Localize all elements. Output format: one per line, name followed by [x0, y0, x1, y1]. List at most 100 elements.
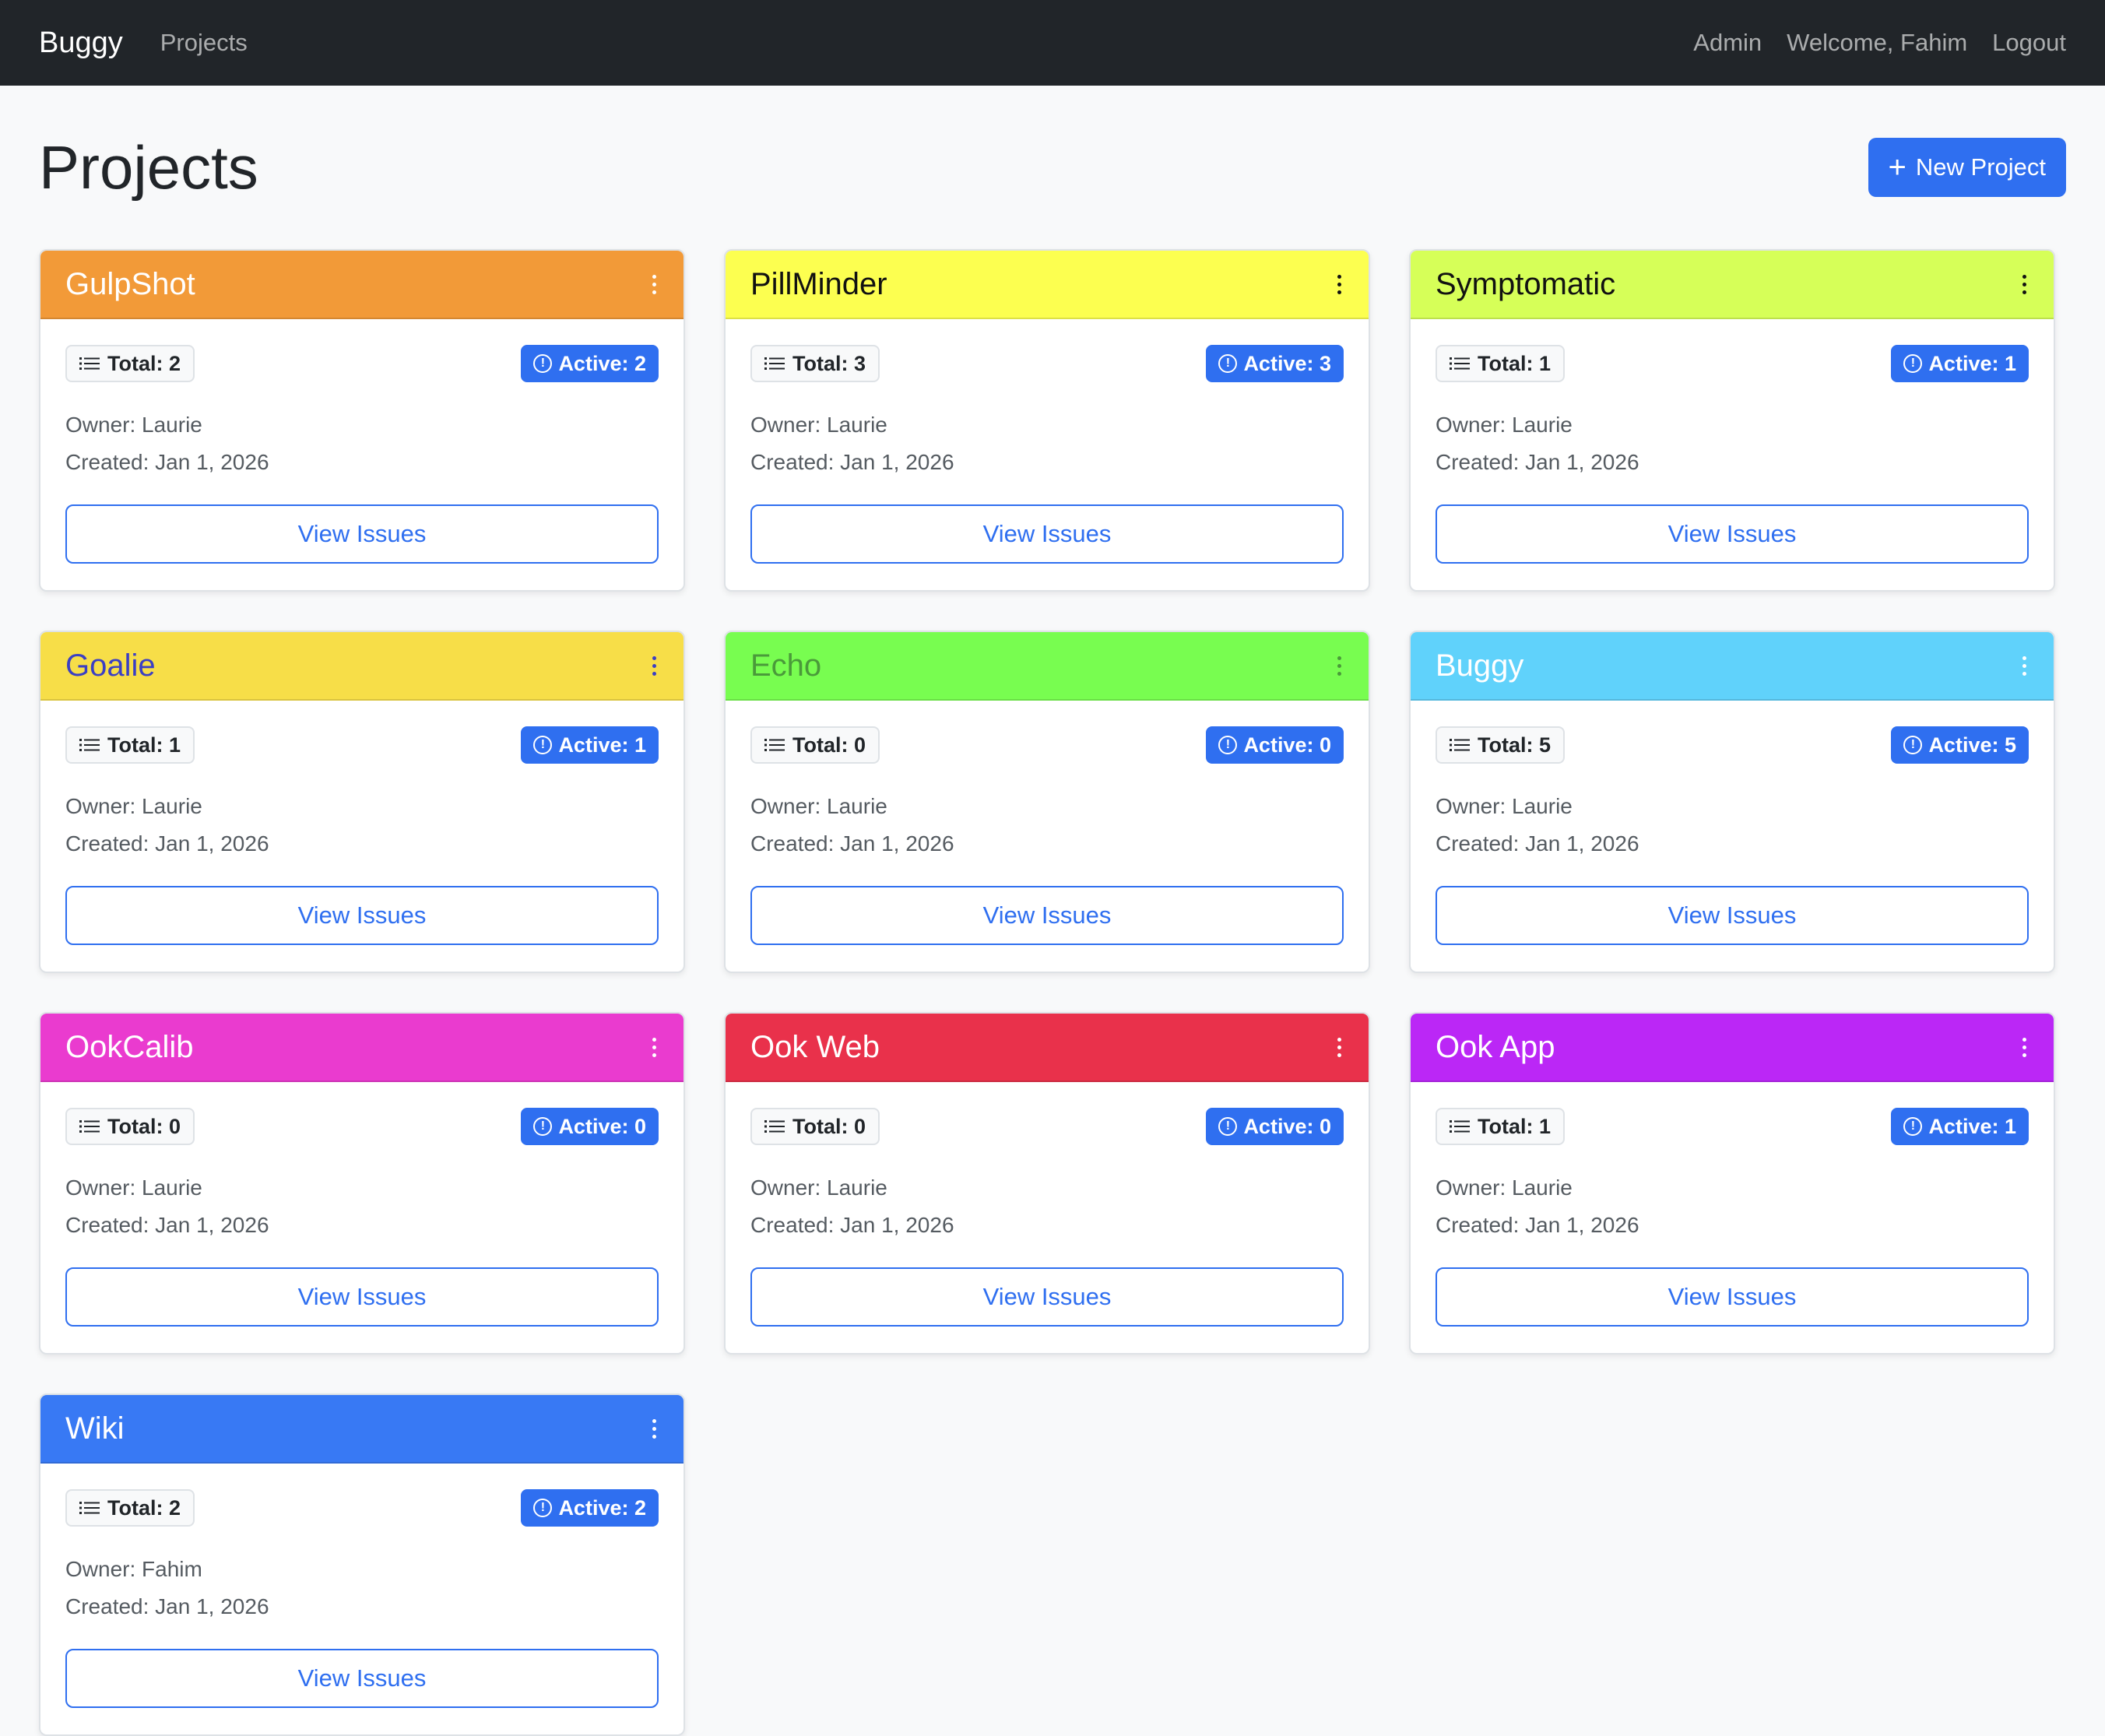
project-name[interactable]: Echo	[750, 648, 822, 683]
nav-admin-link[interactable]: Admin	[1693, 29, 1762, 56]
total-issues-text: Total: 0	[792, 1114, 866, 1138]
project-name[interactable]: Ook App	[1436, 1029, 1555, 1064]
nav-logout-link[interactable]: Logout	[1992, 29, 2066, 56]
project-created: Created: Jan 1, 2026	[750, 450, 954, 474]
project-badges: Total: 3 ! Active: 3	[750, 344, 1344, 383]
view-issues-button[interactable]: View Issues	[1436, 886, 2029, 945]
project-card-header: OokCalib	[40, 1014, 684, 1082]
project-name[interactable]: Buggy	[1436, 648, 1524, 683]
project-name[interactable]: GulpShot	[65, 266, 195, 301]
nav-welcome-link[interactable]: Welcome, Fahim	[1787, 29, 1968, 56]
project-owner: Owner: Laurie	[65, 413, 202, 437]
project-created: Created: Jan 1, 2026	[65, 831, 269, 856]
project-meta: Owner: Laurie Created: Jan 1, 2026	[1436, 788, 2029, 863]
exclamation-circle-icon: !	[1218, 736, 1238, 754]
total-issues-badge: Total: 0	[750, 1108, 880, 1145]
exclamation-circle-icon: !	[1903, 354, 1923, 373]
project-meta: Owner: Laurie Created: Jan 1, 2026	[65, 1169, 659, 1244]
active-issues-badge: ! Active: 0	[1206, 726, 1344, 764]
list-icon	[764, 1120, 785, 1133]
project-card-body: Total: 2 ! Active: 2 Owner: Fahim Create…	[40, 1464, 684, 1733]
project-created: Created: Jan 1, 2026	[65, 1594, 269, 1618]
active-issues-badge: ! Active: 5	[1891, 726, 2029, 764]
three-dots-vertical-icon[interactable]	[649, 274, 659, 294]
project-card-body: Total: 0 ! Active: 0 Owner: Laurie Creat…	[40, 1082, 684, 1351]
view-issues-button[interactable]: View Issues	[65, 1649, 659, 1708]
project-card: Ook Web Total: 0 !	[724, 1012, 1370, 1355]
three-dots-vertical-icon[interactable]	[649, 1418, 659, 1439]
project-owner: Owner: Laurie	[750, 413, 887, 437]
project-created: Created: Jan 1, 2026	[750, 831, 954, 856]
total-issues-text: Total: 1	[1478, 351, 1551, 375]
exclamation-circle-icon: !	[1218, 1117, 1238, 1136]
three-dots-vertical-icon[interactable]	[1334, 274, 1344, 294]
plus-icon: +	[1888, 150, 1906, 184]
project-name[interactable]: PillMinder	[750, 266, 887, 301]
project-name[interactable]: OokCalib	[65, 1029, 194, 1064]
page-header: Projects + New Project	[39, 86, 2066, 249]
project-card: OokCalib Total: 0 !	[39, 1012, 685, 1355]
exclamation-circle-icon: !	[1903, 1117, 1923, 1136]
active-issues-text: Active: 5	[1928, 733, 2016, 757]
project-grid: GulpShot Total: 2 !	[39, 249, 2066, 1736]
project-badges: Total: 1 ! Active: 1	[1436, 1107, 2029, 1146]
project-owner: Owner: Laurie	[65, 1175, 202, 1200]
view-issues-button[interactable]: View Issues	[750, 1267, 1344, 1327]
list-icon	[1450, 1120, 1470, 1133]
view-issues-button[interactable]: View Issues	[65, 1267, 659, 1327]
project-badges: Total: 0 ! Active: 0	[65, 1107, 659, 1146]
new-project-button[interactable]: + New Project	[1868, 138, 2066, 197]
three-dots-vertical-icon[interactable]	[1334, 655, 1344, 676]
three-dots-vertical-icon[interactable]	[1334, 1037, 1344, 1057]
top-navbar: Buggy Projects Admin Welcome, Fahim Logo…	[0, 0, 2105, 86]
navbar-left: Buggy Projects	[39, 26, 248, 60]
brand-link[interactable]: Buggy	[39, 26, 123, 59]
exclamation-circle-icon: !	[533, 736, 553, 754]
project-meta: Owner: Fahim Created: Jan 1, 2026	[65, 1551, 659, 1625]
three-dots-vertical-icon[interactable]	[2019, 655, 2029, 676]
project-card-body: Total: 1 ! Active: 1 Owner: Laurie Creat…	[1411, 319, 2054, 589]
project-badges: Total: 5 ! Active: 5	[1436, 726, 2029, 764]
project-meta: Owner: Laurie Created: Jan 1, 2026	[65, 406, 659, 481]
project-card-body: Total: 5 ! Active: 5 Owner: Laurie Creat…	[1411, 701, 2054, 970]
project-owner: Owner: Laurie	[750, 1175, 887, 1200]
three-dots-vertical-icon[interactable]	[2019, 274, 2029, 294]
project-meta: Owner: Laurie Created: Jan 1, 2026	[750, 1169, 1344, 1244]
active-issues-text: Active: 1	[558, 733, 646, 757]
project-name[interactable]: Goalie	[65, 648, 156, 683]
view-issues-button[interactable]: View Issues	[1436, 504, 2029, 564]
total-issues-text: Total: 1	[107, 733, 181, 757]
view-issues-button[interactable]: View Issues	[65, 504, 659, 564]
project-card-body: Total: 1 ! Active: 1 Owner: Laurie Creat…	[40, 701, 684, 970]
project-created: Created: Jan 1, 2026	[1436, 450, 1639, 474]
total-issues-text: Total: 0	[107, 1114, 181, 1138]
project-created: Created: Jan 1, 2026	[750, 1213, 954, 1237]
nav-projects-link[interactable]: Projects	[160, 29, 248, 56]
exclamation-circle-icon: !	[533, 1499, 553, 1517]
three-dots-vertical-icon[interactable]	[2019, 1037, 2029, 1057]
project-name[interactable]: Ook Web	[750, 1029, 880, 1064]
view-issues-button[interactable]: View Issues	[65, 886, 659, 945]
project-card: Echo Total: 0 ! Act	[724, 631, 1370, 973]
total-issues-text: Total: 2	[107, 351, 181, 375]
project-name[interactable]: Symptomatic	[1436, 266, 1616, 301]
three-dots-vertical-icon[interactable]	[649, 655, 659, 676]
project-owner: Owner: Fahim	[65, 1557, 202, 1581]
view-issues-button[interactable]: View Issues	[750, 886, 1344, 945]
project-name[interactable]: Wiki	[65, 1411, 125, 1446]
project-card: Wiki Total: 2 ! Act	[39, 1393, 685, 1736]
active-issues-text: Active: 1	[1928, 1114, 2016, 1138]
project-meta: Owner: Laurie Created: Jan 1, 2026	[1436, 1169, 2029, 1244]
project-card: Ook App Total: 1 !	[1409, 1012, 2055, 1355]
total-issues-badge: Total: 5	[1436, 726, 1565, 764]
three-dots-vertical-icon[interactable]	[649, 1037, 659, 1057]
project-card-body: Total: 0 ! Active: 0 Owner: Laurie Creat…	[726, 1082, 1369, 1351]
view-issues-button[interactable]: View Issues	[1436, 1267, 2029, 1327]
project-owner: Owner: Laurie	[750, 794, 887, 818]
view-issues-button[interactable]: View Issues	[750, 504, 1344, 564]
main-content: Projects + New Project GulpShot	[0, 86, 2105, 1736]
total-issues-text: Total: 3	[792, 351, 866, 375]
active-issues-badge: ! Active: 0	[521, 1108, 659, 1145]
active-issues-badge: ! Active: 1	[521, 726, 659, 764]
project-card: Goalie Total: 1 ! A	[39, 631, 685, 973]
